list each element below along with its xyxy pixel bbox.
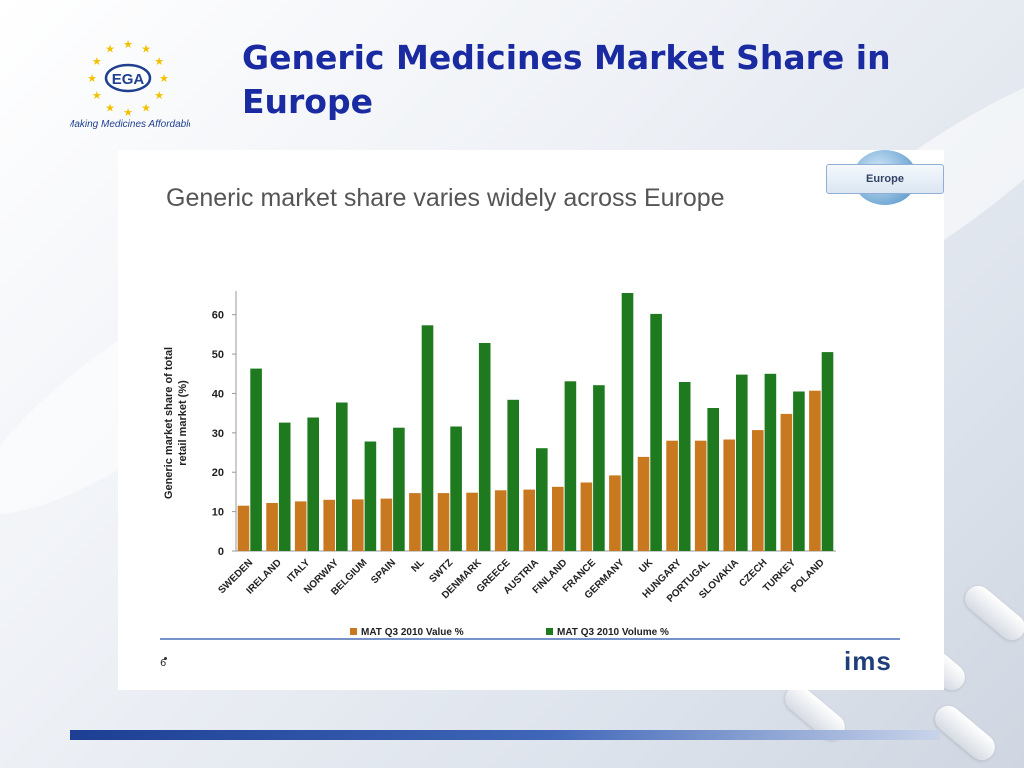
bar-value-czech (752, 430, 764, 551)
logo-star-icon: ★ (105, 101, 115, 114)
bar-volume-ireland (278, 422, 291, 551)
logo-star-icon: ★ (123, 106, 133, 119)
bar-volume-norway (336, 402, 348, 551)
bar-value-swtz (437, 493, 450, 551)
bar-value-hungary (666, 440, 678, 551)
chart-panel: Europe Generic market share varies widel… (118, 150, 944, 690)
legend-item: MAT Q3 2010 Value % (361, 627, 464, 638)
bar-value-spain (380, 498, 393, 551)
bar-chart: 0 10 20 30 40 50 60 Generic market share of tot… (160, 291, 900, 640)
bar-value-belgium (352, 499, 364, 551)
logo-star-icon: ★ (141, 43, 151, 56)
y-tick-label: 40 (212, 388, 224, 400)
legend-swatch (546, 628, 553, 635)
logo-star-icon: ★ (154, 55, 164, 68)
bar-volume-nl (421, 325, 434, 551)
bar-volume-denmark (478, 343, 491, 551)
bar-value-nl (409, 493, 421, 551)
logo-star-icon: ★ (105, 43, 115, 56)
y-tick-label: 10 (212, 507, 224, 519)
y-tick-label: 0 (218, 546, 224, 558)
bar-volume-austria (536, 448, 548, 551)
bar-value-norway (323, 499, 335, 551)
bar-value-france (580, 482, 593, 551)
x-tick-label: ITALY (285, 557, 312, 584)
logo-star-icon: ★ (141, 101, 151, 114)
y-tick-label: 50 (212, 349, 224, 361)
pill-decoration (959, 580, 1024, 646)
logo-tagline: Making Medicines Affordable (70, 119, 190, 130)
y-tick-label: 30 (212, 428, 224, 440)
legend-swatch (350, 628, 357, 635)
bar-value-slovakia (723, 439, 735, 551)
bar-value-italy (294, 501, 307, 551)
bar-volume-sweden (250, 368, 262, 551)
bar-volume-turkey (793, 391, 805, 551)
y-axis-label: Generic market share of total retail mark… (163, 347, 189, 499)
footer-bar (70, 730, 940, 740)
x-tick-label: NL (409, 557, 426, 574)
logo-star-icon: ★ (123, 38, 133, 51)
pill-decoration (929, 700, 1001, 766)
logo-text: EGA (112, 71, 145, 88)
bar-volume-belgium (364, 441, 377, 551)
bar-value-sweden (237, 505, 250, 551)
bar-value-greece (494, 490, 507, 551)
bar-value-uk (637, 456, 650, 551)
legend-item: MAT Q3 2010 Volume % (557, 627, 669, 638)
bar-value-finland (552, 486, 564, 551)
logo-star-icon: ★ (92, 89, 102, 102)
bar-value-ireland (266, 503, 278, 551)
logo-star-icon: ★ (159, 72, 169, 85)
bullet-dot (164, 657, 167, 660)
ega-logo: ★ ★ ★ ★ ★ ★ ★ ★ ★ ★ ★ ★ EGA Making Medicines Afford… (66, 36, 194, 132)
bar-value-austria (523, 489, 535, 551)
page-number: 6 (160, 658, 167, 669)
bar-volume-france (593, 385, 605, 551)
y-tick-label: 60 (212, 310, 224, 322)
bar-volume-germany (621, 293, 634, 551)
region-badge: Europe (826, 164, 944, 194)
x-tick-label: SPAIN (369, 557, 398, 586)
logo-star-icon: ★ (154, 89, 164, 102)
bar-value-germany (609, 475, 621, 551)
logo-star-icon: ★ (87, 72, 97, 85)
bar-volume-swtz (450, 426, 462, 551)
bar-volume-poland (821, 352, 834, 551)
bar-value-portugal (694, 440, 707, 551)
slide-title: Generic Medicines Market Share in Europe (242, 38, 891, 121)
bar-volume-spain (393, 427, 405, 551)
bar-volume-finland (564, 381, 577, 551)
bar-volume-hungary (678, 382, 691, 551)
bar-volume-italy (307, 417, 319, 551)
bar-volume-uk (650, 313, 662, 551)
bar-volume-portugal (707, 408, 719, 551)
logo-star-icon: ★ (92, 55, 102, 68)
chart-title: Generic market share varies widely acros… (166, 184, 725, 212)
ims-logo: ims (844, 646, 892, 676)
bar-volume-slovakia (736, 374, 748, 551)
bar-value-denmark (466, 492, 478, 551)
x-tick-label: UK (637, 557, 656, 576)
bar-volume-czech (764, 373, 777, 551)
bar-volume-greece (507, 399, 519, 551)
ega-logo-graphic: ★★★★★★★★★ ★ ★★ EGA Making Medicines Afford… (66, 38, 194, 130)
bar-value-turkey (780, 413, 793, 551)
bar-value-poland (809, 390, 821, 551)
y-tick-label: 20 (212, 467, 224, 479)
